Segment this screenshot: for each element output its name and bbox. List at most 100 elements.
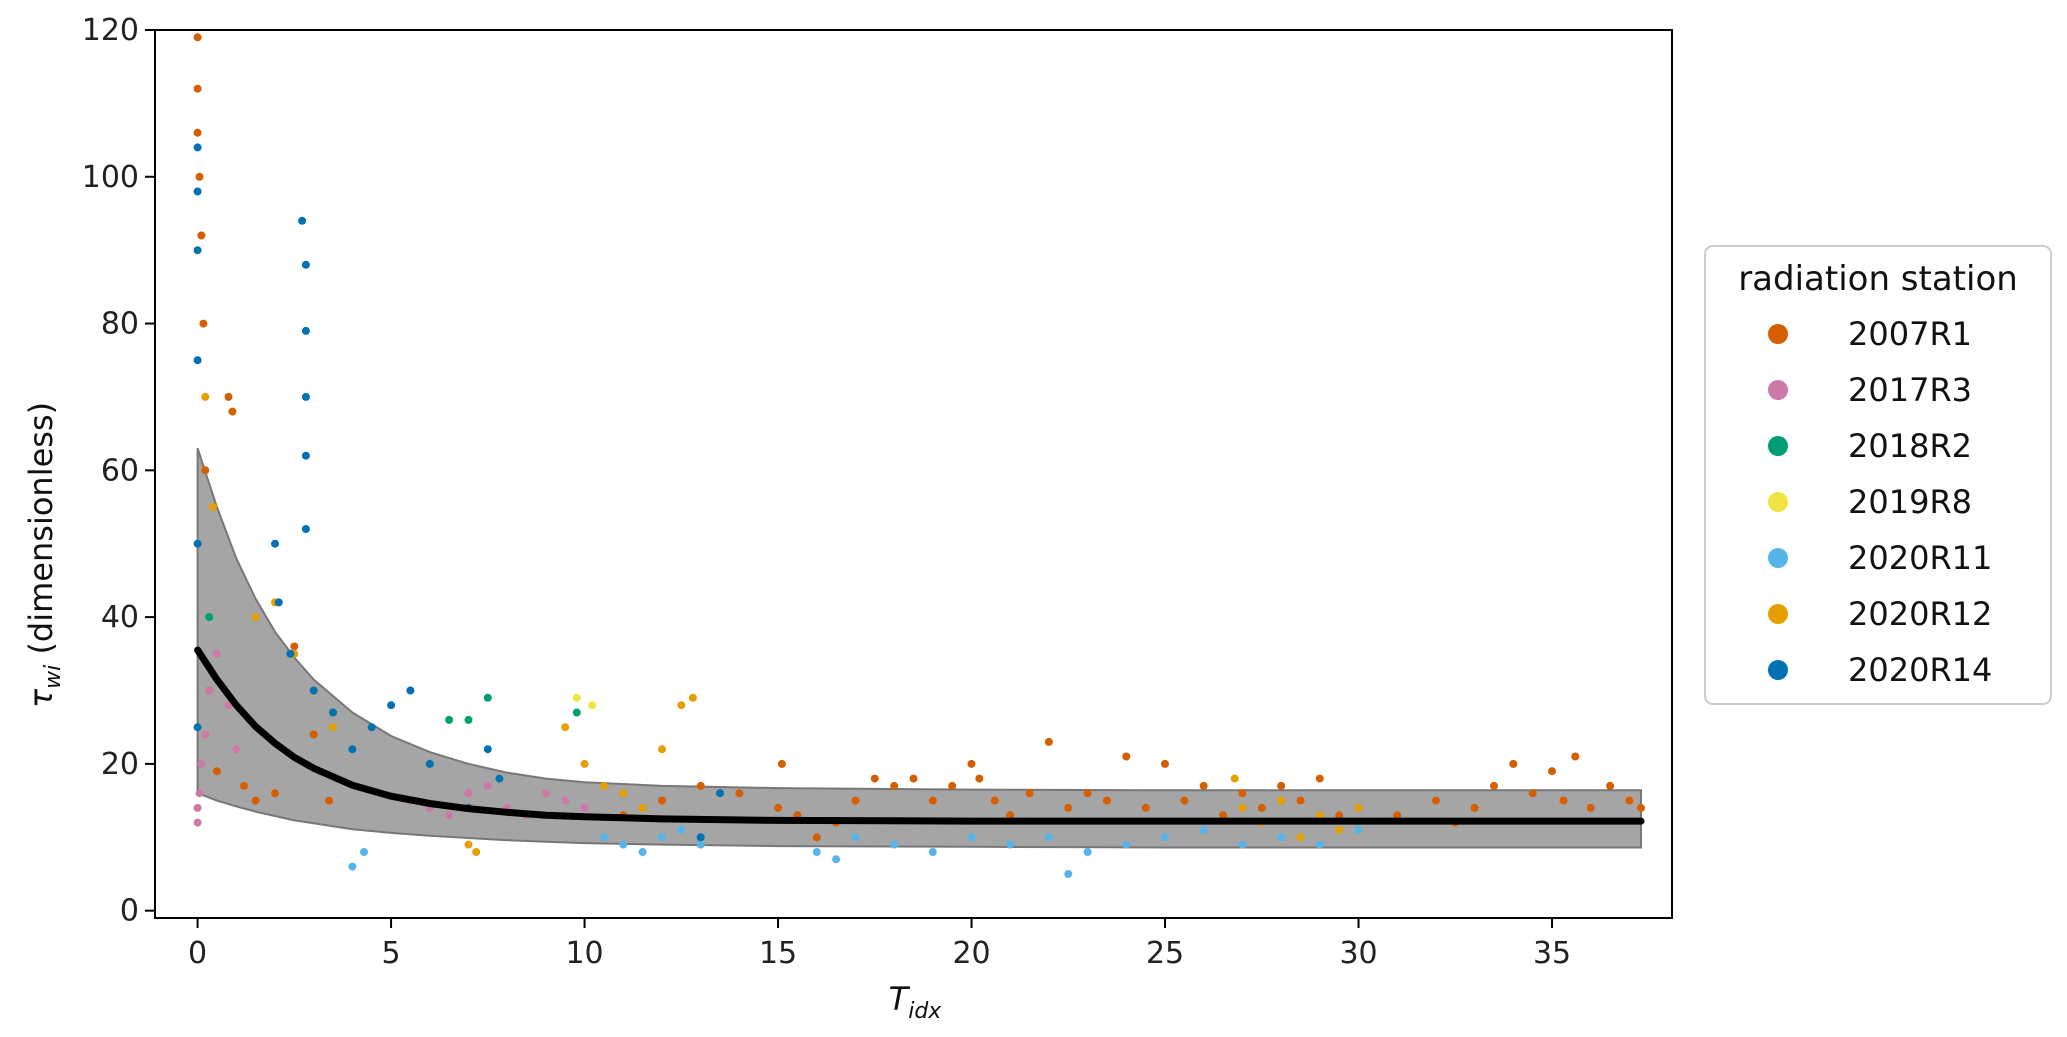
data-point: [975, 774, 984, 783]
legend-marker: [1768, 436, 1788, 456]
data-point: [483, 781, 492, 790]
legend-frame: [1704, 245, 2052, 705]
data-point: [201, 730, 210, 739]
series-2007R1: [193, 33, 1645, 842]
legend-item-2017R3: 2017R3: [1768, 371, 1972, 409]
y-axis-label-rest: (dimensionless): [22, 402, 60, 665]
data-point: [240, 781, 248, 790]
data-point: [1161, 759, 1169, 768]
data-point: [1238, 789, 1247, 798]
data-point: [483, 745, 492, 754]
legend-item-2018R2: 2018R2: [1768, 427, 1972, 465]
data-point: [1431, 796, 1440, 805]
data-point: [1354, 825, 1363, 834]
legend-label: 2020R11: [1848, 539, 1992, 577]
data-point: [696, 833, 705, 842]
data-point: [309, 686, 318, 695]
x-tick-label: 5: [382, 936, 401, 971]
data-point: [990, 796, 999, 805]
axes: 0 5 10 15 20 25 30 35 0 20 40 60 80 100 120: [82, 13, 1673, 971]
legend-item-2007R1: 2007R1: [1768, 315, 1972, 353]
data-point: [212, 649, 221, 658]
data-point: [1238, 803, 1247, 812]
data-point: [1559, 796, 1568, 805]
data-point: [301, 525, 310, 533]
data-point: [1219, 811, 1228, 820]
data-point: [1083, 848, 1092, 856]
data-point: [193, 187, 202, 196]
data-point: [193, 33, 202, 42]
legend-marker: [1768, 492, 1788, 512]
data-point: [1277, 796, 1286, 805]
data-point: [464, 715, 473, 724]
data-point: [1528, 789, 1537, 798]
y-tick-label: 0: [120, 894, 139, 929]
data-point: [688, 693, 697, 702]
data-point: [1044, 833, 1053, 842]
data-point: [1141, 803, 1150, 812]
data-point: [387, 701, 396, 710]
data-point: [735, 789, 744, 798]
data-point: [1277, 833, 1286, 842]
data-point: [197, 231, 206, 240]
data-point: [201, 466, 210, 475]
legend-marker: [1768, 604, 1788, 624]
data-point: [193, 128, 202, 137]
data-point: [193, 356, 202, 365]
legend-label: 2007R1: [1848, 315, 1972, 353]
data-point: [1199, 825, 1208, 834]
x-tick-label: 10: [565, 936, 603, 971]
uncertainty-band: [196, 447, 1642, 849]
data-point: [928, 848, 937, 856]
data-point: [1490, 781, 1498, 790]
legend-item-2020R12: 2020R12: [1768, 595, 1992, 633]
data-point: [1548, 767, 1556, 776]
data-point: [1230, 774, 1239, 783]
x-tick-label: 30: [1339, 936, 1377, 971]
data-point: [329, 723, 337, 732]
y-tick-label: 120: [82, 13, 139, 48]
data-point: [251, 796, 260, 805]
legend-marker: [1768, 548, 1788, 568]
data-point: [472, 848, 481, 856]
data-point: [290, 642, 299, 651]
data-point: [890, 781, 899, 790]
data-point: [301, 451, 310, 460]
x-tick-label: 20: [952, 936, 990, 971]
data-point: [1006, 840, 1015, 849]
data-point: [212, 767, 221, 776]
data-point: [832, 855, 841, 864]
data-point: [205, 613, 214, 622]
data-point: [658, 796, 666, 805]
y-tick-label: 80: [101, 307, 139, 342]
data-point: [193, 818, 202, 827]
data-point: [561, 796, 570, 805]
data-point: [580, 759, 589, 768]
data-point: [495, 774, 504, 783]
data-point: [1625, 796, 1634, 805]
series-2020R11: [348, 825, 1363, 878]
data-point: [1335, 825, 1344, 834]
data-point: [658, 833, 666, 842]
legend-item-2020R11: 2020R11: [1768, 539, 1992, 577]
legend-label: 2020R14: [1848, 651, 1992, 689]
data-point: [658, 745, 666, 754]
data-point: [1571, 752, 1580, 761]
legend-label: 2018R2: [1848, 427, 1972, 465]
data-point: [199, 319, 208, 328]
data-point: [1122, 840, 1131, 849]
legend-label: 2017R3: [1848, 371, 1972, 409]
data-point: [274, 598, 283, 607]
data-point: [251, 613, 260, 622]
data-point: [967, 759, 976, 768]
y-axis-label-sub: wi: [41, 665, 66, 689]
data-point: [1180, 796, 1189, 805]
legend-items: 2007R1 2017R3 2018R2 2019R8 2020R11 2020R12 20…: [1768, 315, 1992, 689]
series-2018R2: [205, 613, 581, 724]
x-tick-label: 25: [1146, 936, 1184, 971]
data-point: [909, 774, 918, 783]
data-point: [677, 701, 686, 710]
x-tick-label: 0: [188, 936, 207, 971]
data-point: [580, 803, 589, 812]
